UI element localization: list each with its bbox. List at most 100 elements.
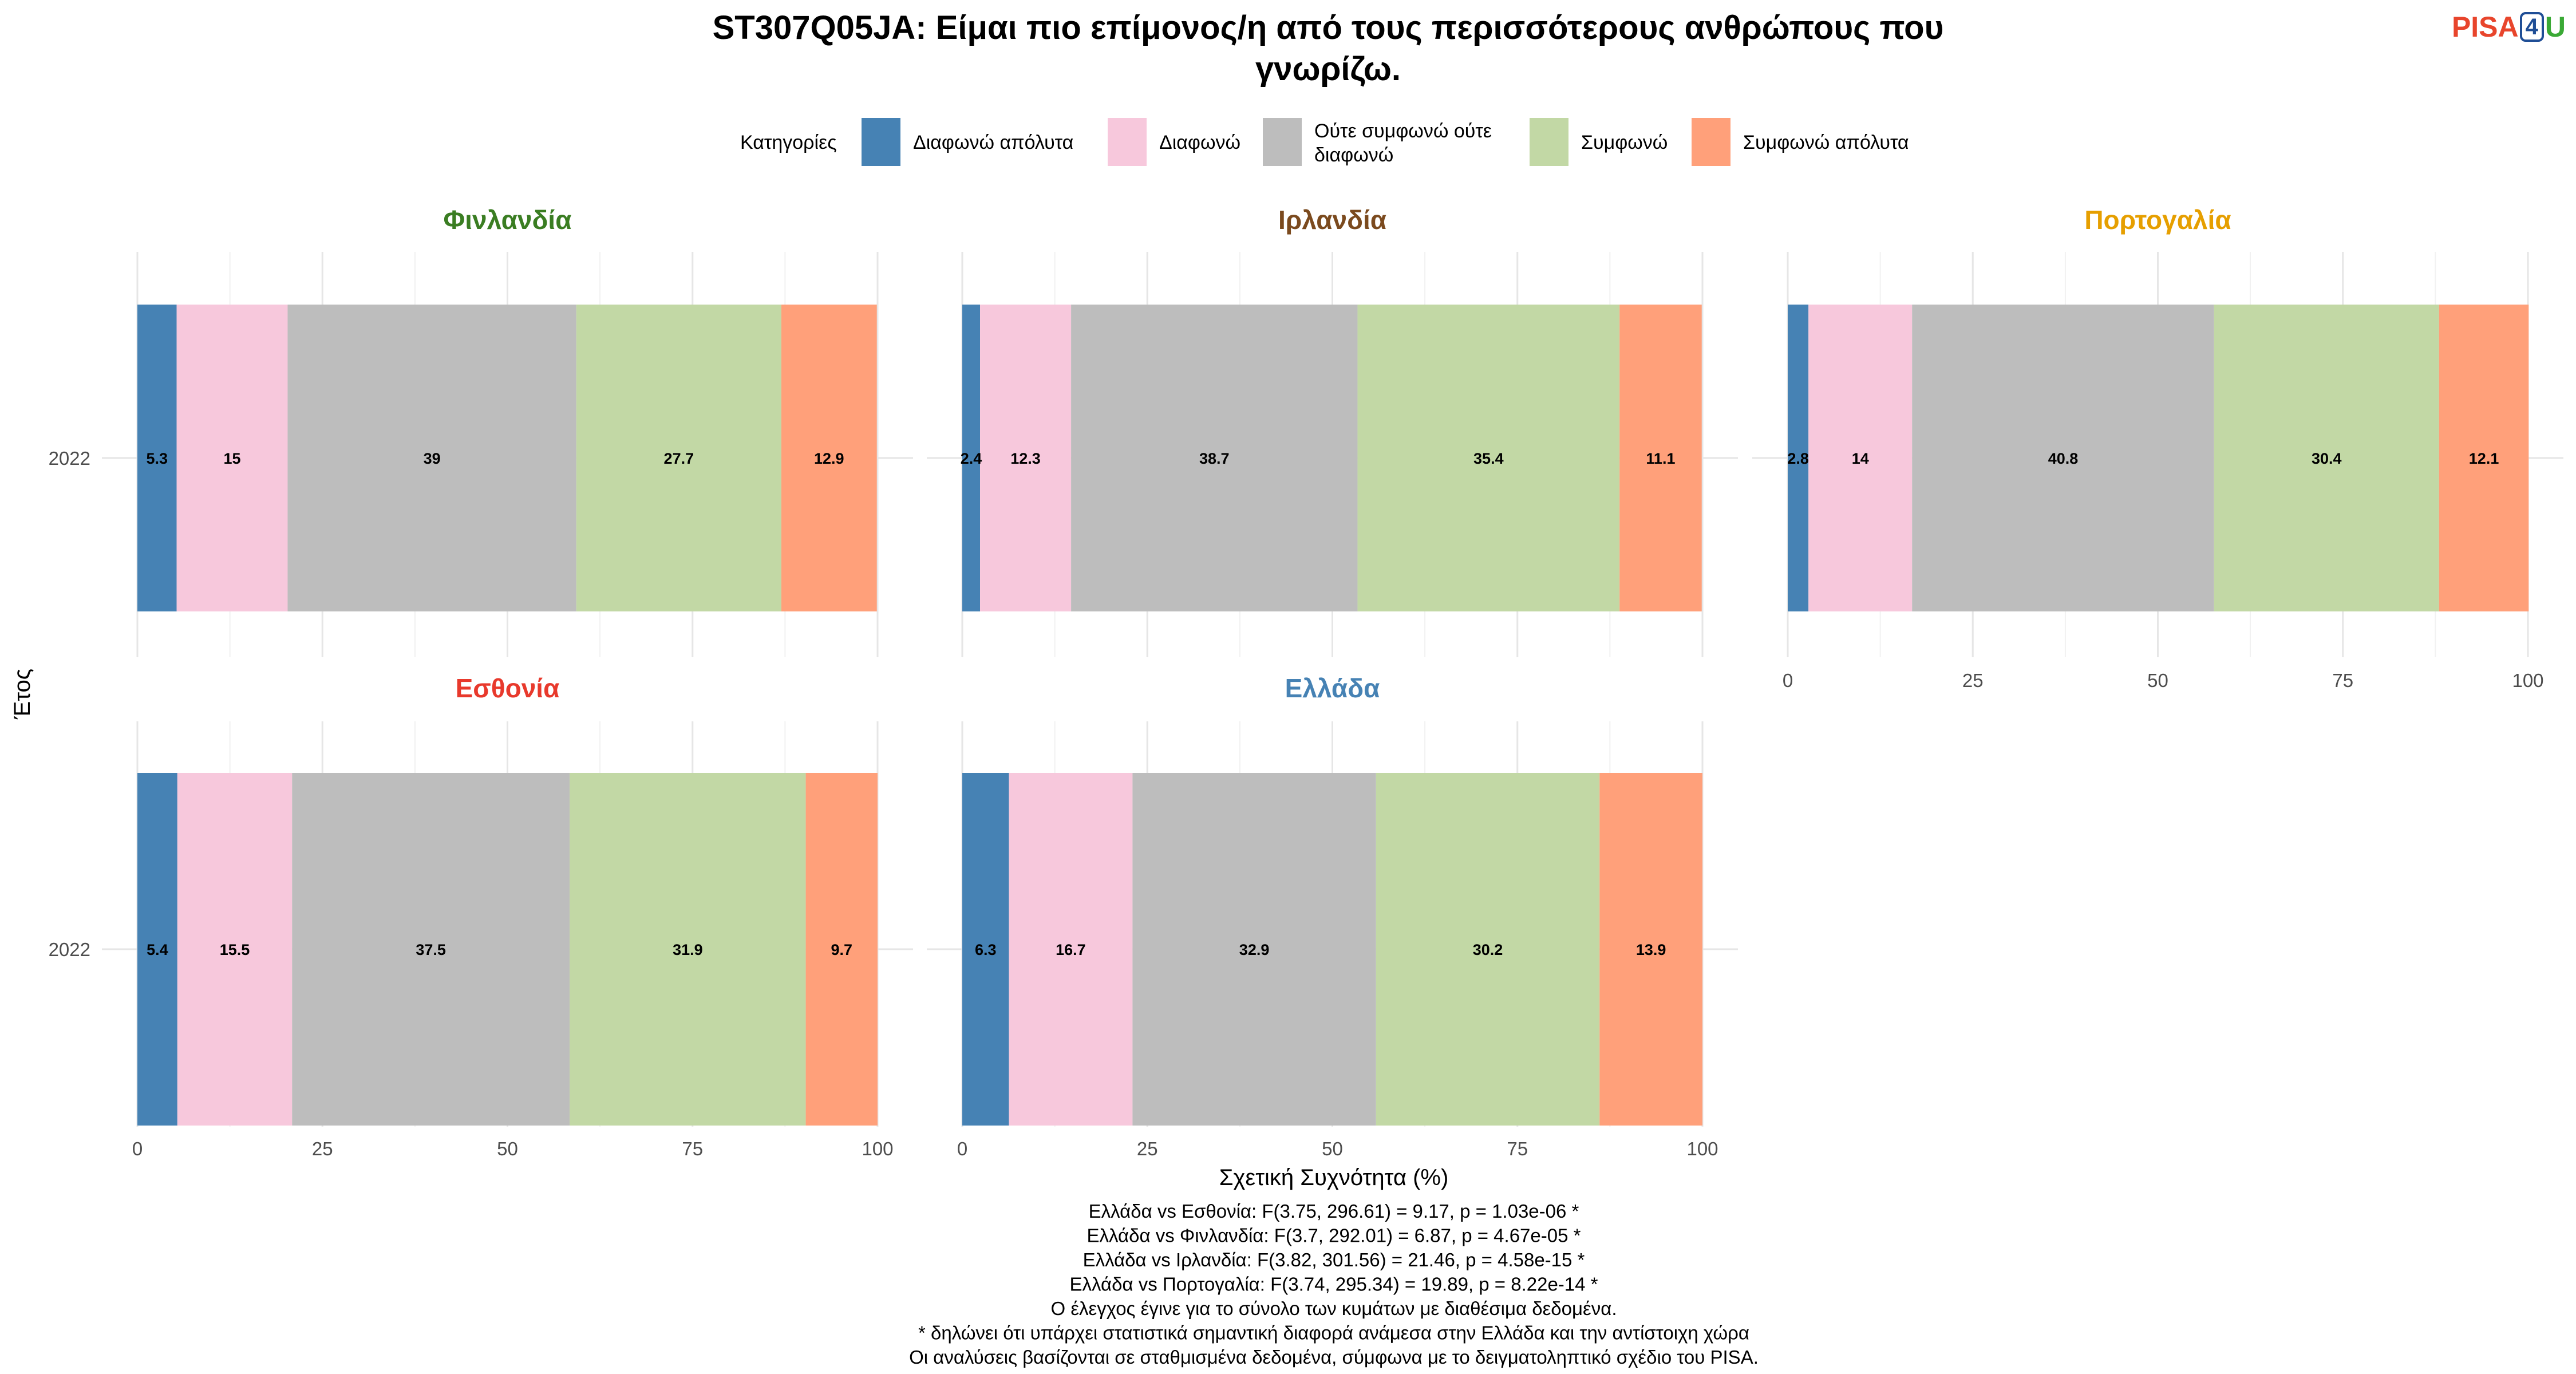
data-label: 2.4 bbox=[961, 450, 982, 467]
data-label: 12.9 bbox=[814, 450, 844, 467]
bar-segment bbox=[980, 305, 1072, 611]
footnote-line: Ελλάδα vs Φινλανδία: F(3.7, 292.01) = 6.… bbox=[1087, 1225, 1581, 1246]
data-label: 31.9 bbox=[673, 941, 703, 958]
facet-panels: Φινλανδία 2022 5.3 15 39 27.7 12.9 Ιρλανδία 2.4 1… bbox=[49, 205, 2563, 1159]
legend-label-2: Διαφωνώ bbox=[1159, 132, 1240, 153]
bar-segment bbox=[177, 773, 293, 1126]
data-label: 11.1 bbox=[1646, 450, 1675, 467]
bar-segment bbox=[1132, 773, 1376, 1126]
panel-title: Ιρλανδία bbox=[1278, 205, 1386, 235]
bar-segment bbox=[1376, 773, 1600, 1126]
bar-segment bbox=[570, 773, 806, 1126]
x-tick-label: 0 bbox=[957, 1138, 967, 1159]
legend-label-3: Ούτε συμφωνώ ούτε bbox=[1314, 120, 1492, 142]
x-tick-label: 0 bbox=[1783, 670, 1793, 691]
legend-label-5: Συμφωνώ απόλυτα bbox=[1743, 132, 1909, 153]
x-tick-label: 100 bbox=[862, 1138, 893, 1159]
x-tick-label: 75 bbox=[1507, 1138, 1528, 1159]
bar-segment bbox=[962, 773, 1009, 1126]
bar-segment bbox=[1357, 305, 1620, 611]
logo-text-u: U bbox=[2545, 11, 2566, 43]
x-tick-label: 25 bbox=[1137, 1138, 1158, 1159]
bar-segment bbox=[287, 305, 576, 611]
x-tick-label: 25 bbox=[312, 1138, 333, 1159]
x-tick-label: 50 bbox=[2147, 670, 2168, 691]
data-label: 27.7 bbox=[664, 450, 694, 467]
panel-1: Φινλανδία 2022 5.3 15 39 27.7 12.9 bbox=[49, 205, 913, 657]
legend-swatch-2 bbox=[1108, 118, 1147, 166]
data-label: 30.2 bbox=[1473, 941, 1503, 958]
data-label: 38.7 bbox=[1199, 450, 1230, 467]
bar-segment bbox=[137, 305, 177, 611]
bar-segment bbox=[176, 305, 288, 611]
footnote-line: Ελλάδα vs Πορτογαλία: F(3.74, 295.34) = … bbox=[1069, 1274, 1598, 1295]
data-label: 13.9 bbox=[1636, 941, 1666, 958]
panel-title: Ελλάδα bbox=[1285, 673, 1380, 703]
data-label: 15.5 bbox=[220, 941, 250, 958]
bar-segment bbox=[1071, 305, 1358, 611]
bar-segment bbox=[1808, 305, 1913, 611]
data-label: 14 bbox=[1852, 450, 1869, 467]
data-label: 37.5 bbox=[416, 941, 446, 958]
legend-title: Κατηγορίες bbox=[740, 132, 837, 153]
footnotes: Ελλάδα vs Εσθονία: F(3.75, 296.61) = 9.1… bbox=[909, 1201, 1759, 1368]
bar-segment bbox=[1912, 305, 2214, 611]
data-label: 35.4 bbox=[1473, 450, 1504, 467]
legend: Κατηγορίες Διαφωνώ απόλυτα Διαφωνώ Ούτε συμ… bbox=[740, 118, 1909, 166]
x-tick-label: 0 bbox=[132, 1138, 143, 1159]
panel-4: Εσθονία 2022 5.4 15.5 37.5 31.9 9.7 0 25 50 75 100 bbox=[49, 673, 913, 1159]
footnote-line: Ελλάδα vs Ιρλανδία: F(3.82, 301.56) = 21… bbox=[1083, 1249, 1585, 1270]
bar-segment bbox=[576, 305, 781, 611]
bar-segment bbox=[1788, 305, 1809, 611]
legend-label-1: Διαφωνώ απόλυτα bbox=[913, 132, 1073, 153]
bar-segment bbox=[781, 305, 877, 611]
data-label: 6.3 bbox=[975, 941, 997, 958]
legend-swatch-1 bbox=[862, 118, 900, 166]
panel-title: Πορτογαλία bbox=[2084, 205, 2231, 235]
x-tick-label: 75 bbox=[2332, 670, 2353, 691]
legend-label-4: Συμφωνώ bbox=[1581, 132, 1668, 153]
data-label: 2.8 bbox=[1787, 450, 1809, 467]
data-label: 5.3 bbox=[146, 450, 168, 467]
x-tick-label: 100 bbox=[2512, 670, 2543, 691]
bar-segment bbox=[2439, 305, 2529, 611]
panel-title: Εσθονία bbox=[456, 673, 560, 703]
data-label: 12.3 bbox=[1010, 450, 1041, 467]
logo-text-4: 4 bbox=[2519, 12, 2544, 42]
y-tick-label: 2022 bbox=[49, 448, 90, 469]
legend-swatch-3 bbox=[1263, 118, 1302, 166]
panel-5: Ελλάδα 6.3 16.7 32.9 30.2 13.9 0 25 50 75 100 bbox=[927, 673, 1738, 1159]
bar-segment bbox=[1599, 773, 1702, 1126]
footnote-line: Ο έλεγχος έγινε για το σύνολο των κυμάτω… bbox=[1051, 1298, 1617, 1319]
legend-label-3-cont: διαφωνώ bbox=[1314, 144, 1393, 166]
bar-segment bbox=[1009, 773, 1133, 1126]
panel-3: Πορτογαλία 2.8 14 40.8 30.4 12.1 0 25 50 75 100 bbox=[1752, 205, 2563, 691]
x-tick-label: 75 bbox=[682, 1138, 703, 1159]
bar-segment bbox=[1619, 305, 1702, 611]
legend-swatch-5 bbox=[1692, 118, 1730, 166]
logo-text-pisa: PISA bbox=[2451, 11, 2519, 43]
y-tick-label: 2022 bbox=[49, 939, 90, 960]
data-label: 32.9 bbox=[1239, 941, 1270, 958]
chart-title-line1: ST307Q05JA: Είμαι πιο επίμονος/η από του… bbox=[713, 9, 1944, 46]
data-label: 39 bbox=[424, 450, 441, 467]
chart-title-line2: γνωρίζω. bbox=[1255, 50, 1401, 88]
bar-segment bbox=[137, 773, 177, 1126]
pisa4u-logo: PISA 4 U bbox=[2452, 10, 2566, 44]
x-tick-label: 100 bbox=[1686, 1138, 1718, 1159]
panel-title: Φινλανδία bbox=[444, 205, 572, 235]
bar-segment bbox=[2214, 305, 2439, 611]
data-label: 40.8 bbox=[2048, 450, 2079, 467]
bar-segment bbox=[962, 305, 981, 611]
x-tick-label: 50 bbox=[1322, 1138, 1343, 1159]
data-label: 30.4 bbox=[2312, 450, 2342, 467]
footnote-line: Οι αναλύσεις βασίζονται σε σταθμισμένα δ… bbox=[909, 1347, 1759, 1368]
bar-segment bbox=[292, 773, 570, 1126]
footnote-line: * δηλώνει ότι υπάρχει στατιστικά σημαντι… bbox=[918, 1322, 1749, 1344]
x-tick-label: 50 bbox=[497, 1138, 518, 1159]
data-label: 15 bbox=[223, 450, 240, 467]
y-axis-label: Έτος bbox=[10, 669, 35, 720]
legend-swatch-4 bbox=[1530, 118, 1568, 166]
footnote-line: Ελλάδα vs Εσθονία: F(3.75, 296.61) = 9.1… bbox=[1089, 1201, 1579, 1222]
